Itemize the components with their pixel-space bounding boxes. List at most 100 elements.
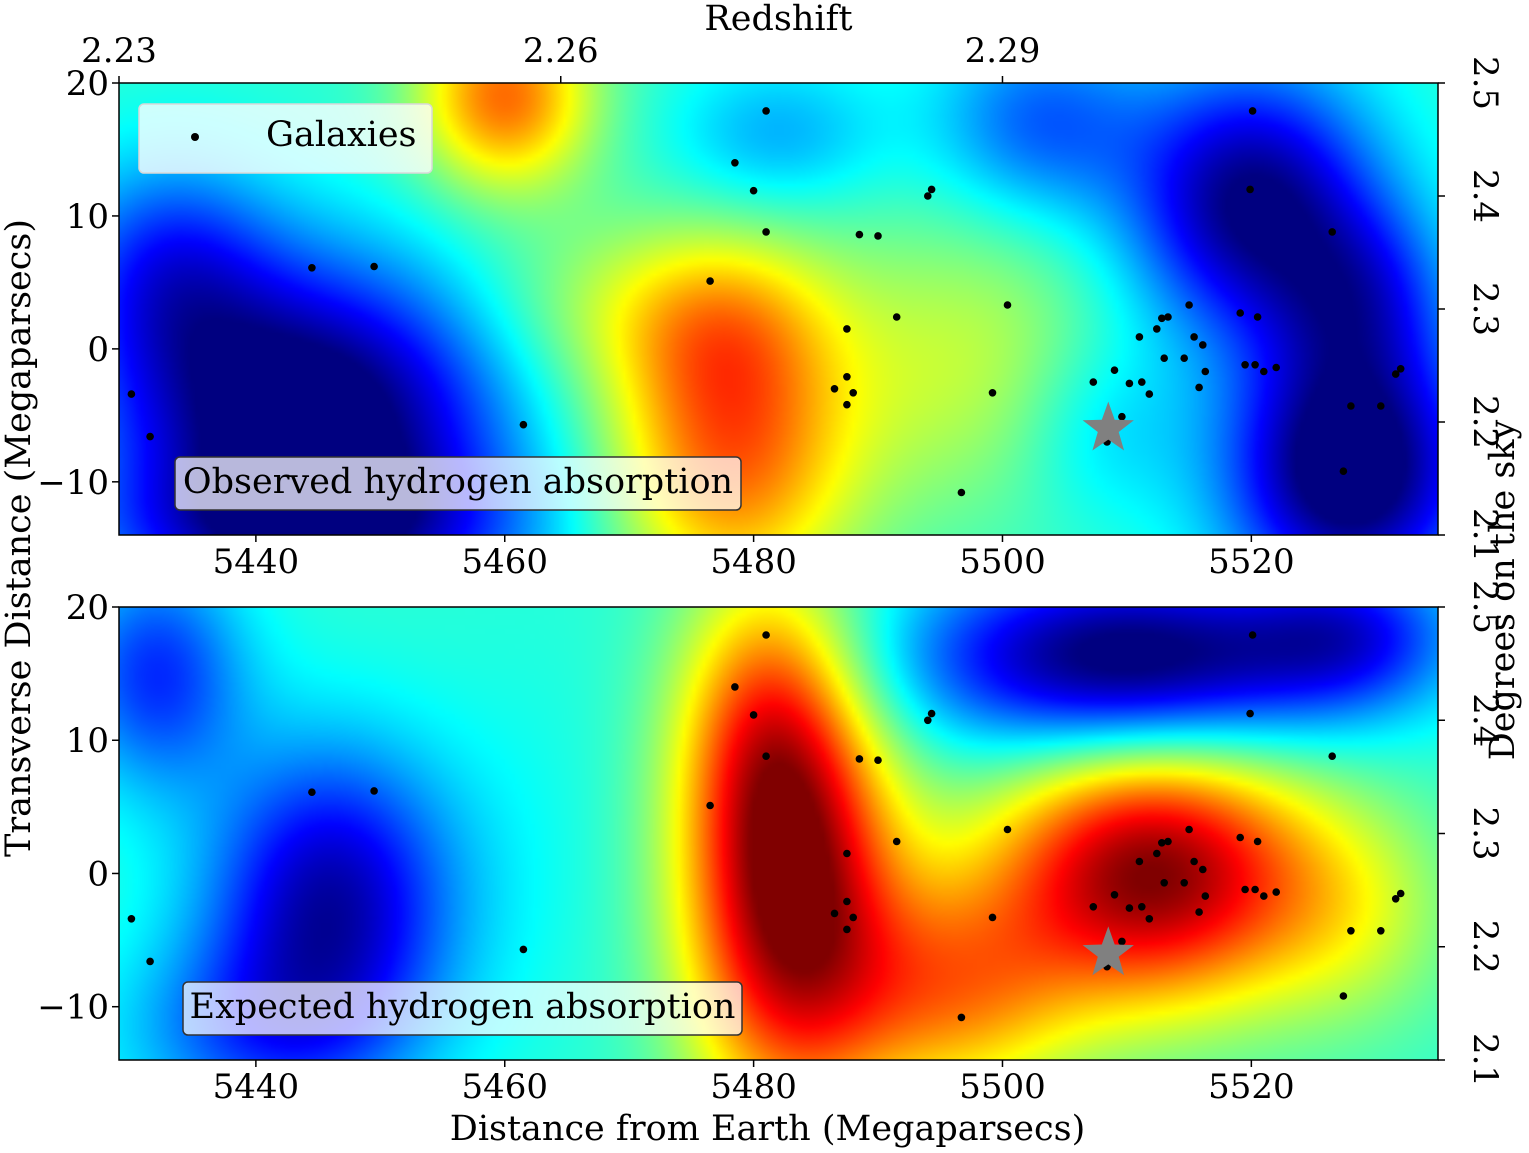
top-x-tick-label: 2.23 (81, 31, 157, 71)
galaxy-point (749, 186, 758, 195)
galaxy-point (1003, 301, 1012, 309)
galaxy-point (1253, 837, 1262, 846)
panel-expected: 5440 5460 5480 5500 5520 −10 0 10 20 2.1 2.2 2.3 2.4… (37, 580, 1505, 1149)
galaxy-point (1195, 383, 1203, 392)
galaxy-point (1339, 467, 1348, 476)
right-y-tick-label: 2.3 (1465, 806, 1505, 860)
top-x-tick-label: 2.29 (965, 31, 1041, 71)
galaxy-point (927, 185, 936, 194)
galaxy-point (762, 107, 770, 115)
galaxy-point (1377, 402, 1385, 410)
galaxy-point (146, 432, 154, 441)
x-tick-label: 5440 (213, 542, 300, 582)
galaxy-point (308, 264, 316, 272)
panel-label-box (182, 981, 743, 1036)
star-marker (1082, 401, 1134, 451)
galaxy-point (843, 897, 851, 906)
x-tick-label: 5460 (461, 1067, 548, 1107)
galaxy-point (1180, 879, 1188, 887)
panel-label-text: Observed hydrogen absorption (183, 462, 733, 502)
galaxy-point (762, 631, 770, 639)
galaxy-point (1125, 379, 1134, 388)
galaxy-point (1396, 889, 1405, 898)
galaxy-point (957, 1013, 966, 1022)
galaxy-point (1328, 228, 1336, 236)
galaxy-point (1160, 879, 1168, 887)
panel-label-box (174, 456, 742, 511)
galaxy-point (127, 390, 136, 398)
galaxy-point (1160, 354, 1168, 363)
legend: Galaxies (138, 103, 433, 174)
galaxy-point (1201, 367, 1210, 376)
galaxy-point (892, 313, 901, 321)
right-y-tick-label: 2.2 (1465, 920, 1505, 974)
galaxy-point (855, 755, 864, 763)
galaxy-point (1138, 903, 1146, 911)
x-tick-label: 5520 (1208, 542, 1295, 582)
galaxy-point (1241, 885, 1249, 894)
galaxy-point (1089, 378, 1098, 386)
galaxy-point (1195, 908, 1203, 916)
galaxy-point (1396, 365, 1405, 373)
galaxy-point (1135, 857, 1144, 866)
x-tick-label: 5440 (213, 1067, 300, 1107)
right-y-tick-label: 2.3 (1465, 282, 1505, 336)
galaxy-point (1190, 333, 1198, 341)
legend-galaxy-marker (191, 133, 199, 141)
galaxy-point (1110, 366, 1119, 375)
galaxy-point (849, 389, 857, 397)
galaxy-point (308, 788, 316, 796)
galaxy-point (1118, 937, 1126, 946)
galaxy-point (1153, 849, 1161, 858)
galaxy-point (1260, 367, 1268, 376)
galaxy-point (1339, 992, 1348, 1000)
galaxy-point (146, 957, 154, 966)
galaxy-point (843, 925, 851, 934)
galaxy-point (843, 373, 851, 381)
galaxy-point (1377, 927, 1385, 935)
galaxy-point (1236, 309, 1244, 317)
galaxy-point (706, 801, 714, 810)
x-tick-label: 5480 (710, 542, 797, 582)
y-axis-title: Transverse Distance (Megaparsecs) (0, 219, 39, 857)
galaxy-point (1135, 333, 1144, 341)
galaxy-point (1260, 892, 1268, 900)
galaxy-point (1246, 185, 1254, 194)
panel-label: Observed hydrogen absorption (174, 456, 742, 511)
galaxy-point (127, 915, 136, 923)
x-tick-label: 5460 (461, 542, 548, 582)
galaxy-point (762, 228, 770, 236)
galaxy-point (1164, 837, 1172, 846)
galaxy-point (1138, 378, 1146, 386)
galaxy-point (855, 230, 864, 239)
galaxy-point (519, 945, 528, 954)
galaxy-point (731, 159, 739, 167)
galaxy-point (892, 837, 901, 846)
galaxy-point (1125, 904, 1134, 912)
y-tick-label: 20 (66, 64, 109, 104)
panel-observed: 5440 5460 5480 5500 5520 −10 0 10 20 2.1 2.2 2.3 2.4… (37, 0, 1505, 582)
star-marker (1082, 926, 1134, 976)
x-tick-label: 5520 (1208, 1067, 1295, 1107)
galaxy-point (1347, 927, 1355, 935)
y-tick-label: 20 (66, 588, 109, 628)
right-y-tick-label: 2.4 (1465, 169, 1505, 223)
galaxy-point (1347, 402, 1355, 410)
galaxy-point (874, 232, 882, 240)
galaxy-point (1248, 631, 1257, 639)
galaxy-point (843, 325, 851, 333)
galaxy-point (830, 385, 839, 393)
galaxy-point (1118, 412, 1126, 421)
galaxy-point (1089, 903, 1098, 911)
galaxy-point (1248, 107, 1257, 115)
x-tick-label: 5500 (959, 542, 1046, 582)
galaxy-point (1185, 301, 1193, 309)
galaxy-point (843, 849, 851, 858)
galaxy-point (1185, 825, 1193, 834)
galaxy-point (1190, 857, 1198, 866)
galaxy-point (988, 389, 997, 397)
galaxy-point (519, 420, 528, 429)
galaxy-point (1253, 313, 1262, 321)
galaxy-point (1236, 833, 1244, 842)
galaxy-point (924, 716, 932, 725)
